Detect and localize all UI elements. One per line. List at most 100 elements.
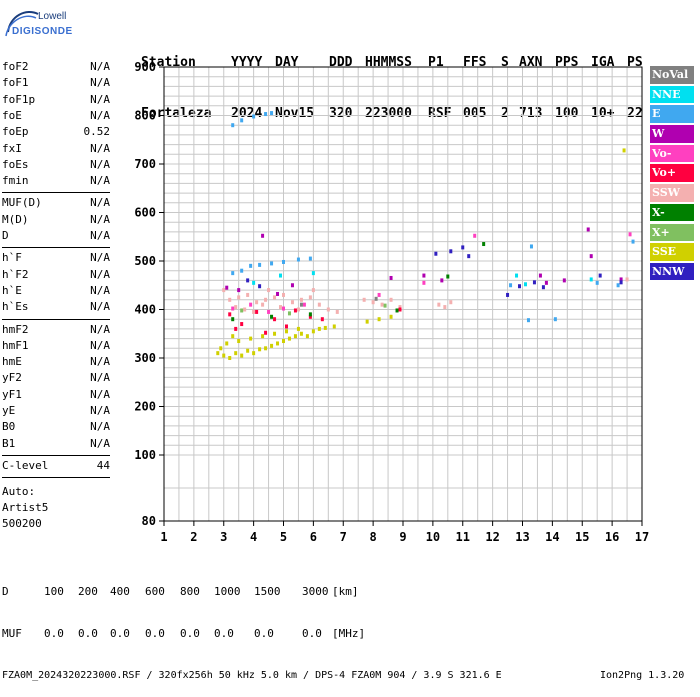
point-xminus — [482, 242, 486, 247]
point-sse — [317, 326, 321, 331]
distance-value: 600 — [145, 585, 165, 598]
point-sse — [305, 334, 309, 339]
param-row-he: h`E N/A — [2, 284, 110, 300]
point-nne — [523, 282, 527, 287]
point-voplus — [284, 324, 288, 329]
x-tick-label: 8 — [370, 530, 377, 544]
point-voplus — [293, 308, 297, 313]
param-value: N/A — [90, 371, 110, 385]
point-sse — [276, 341, 280, 346]
point-ssw — [625, 277, 629, 282]
point-e — [631, 239, 635, 244]
muf-value: 0.0 — [44, 627, 64, 640]
point-ssw — [317, 302, 321, 307]
param-label: h`F2 — [2, 267, 29, 281]
point-ssw — [237, 295, 241, 300]
point-ssw — [326, 307, 330, 312]
legend-item-xminus: X- — [650, 203, 694, 222]
point-voplus — [255, 309, 259, 314]
point-e — [231, 271, 235, 276]
x-tick-label: 6 — [310, 530, 317, 544]
param-row-d: D N/A — [2, 229, 110, 245]
legend-item-sse: SSE — [650, 243, 694, 261]
x-tick-label: 12 — [485, 530, 499, 544]
muf-value: 0.0 — [180, 627, 200, 640]
point-ssw — [449, 300, 453, 305]
muf-unit: [MHz] — [332, 627, 366, 640]
point-e — [231, 123, 235, 128]
point-sse — [332, 324, 336, 329]
x-tick-label: 14 — [545, 530, 559, 544]
point-w — [589, 254, 593, 259]
point-sse — [284, 329, 288, 334]
logo-text-top: Lowell — [38, 11, 67, 22]
point-e — [509, 283, 513, 288]
muf-value: 0.0 — [110, 627, 130, 640]
param-label: yF2 — [2, 371, 22, 385]
point-nne — [311, 271, 315, 276]
point-w — [619, 277, 623, 282]
y-tick-label: 900 — [134, 60, 156, 74]
point-ssw — [437, 302, 441, 307]
point-w — [440, 278, 444, 283]
point-sse — [389, 314, 393, 319]
point-vominus — [282, 306, 285, 311]
x-tick-label: 11 — [456, 530, 470, 544]
param-label: fxI — [2, 141, 22, 155]
legend-item-voplus: Vo+ — [650, 164, 694, 182]
point-xminus — [308, 312, 312, 317]
param-value: N/A — [90, 404, 110, 417]
point-sse — [231, 334, 235, 339]
param-row-fof1p: foF1p N/A — [2, 93, 110, 109]
param-separator — [2, 454, 110, 456]
point-e — [526, 318, 530, 323]
param-value: N/A — [90, 436, 110, 450]
point-nnw — [461, 245, 465, 250]
point-nne — [252, 280, 256, 285]
param-label: yE — [2, 404, 16, 417]
point-sse — [249, 336, 253, 341]
point-xplus — [383, 303, 387, 308]
point-sse — [234, 351, 238, 356]
param-value: N/A — [90, 108, 110, 122]
param-value: N/A — [90, 387, 110, 401]
param-row-hf: h`F N/A — [2, 251, 110, 267]
point-ssw — [264, 297, 268, 302]
point-ssw — [243, 307, 247, 312]
header-labels-row: Station YYYY DAY DDD HHMMSS P1 FFS S AXN PPS IGA PS — [141, 54, 643, 71]
header-label: HHMMSS — [365, 55, 412, 70]
param-value: N/A — [90, 60, 110, 73]
legend-item-e: E — [650, 105, 694, 123]
point-nnw — [258, 284, 262, 289]
param-label: B0 — [2, 420, 16, 434]
legend-item-nne: NNE — [650, 85, 694, 104]
param-label: foEp — [2, 125, 29, 139]
param-row-yf1: yF1 N/A — [2, 388, 110, 404]
point-nne — [589, 277, 593, 282]
ionogram-plot: 1 2 3 4 5 6 7 8 9 10 11 12 13 14 15 16 17900800700600500… — [134, 60, 649, 544]
x-tick-label: 13 — [515, 530, 529, 544]
point-e — [252, 114, 256, 119]
param-row-hmf1: hmF1 N/A — [2, 339, 110, 355]
param-row-clevel: C-level 44 — [2, 459, 110, 475]
y-tick-label: 500 — [134, 254, 156, 268]
header-value: Nov15 — [275, 106, 315, 121]
point-vominus — [267, 309, 271, 314]
header-label: IGA — [591, 55, 615, 70]
point-sse — [323, 325, 327, 330]
point-sse — [246, 348, 250, 353]
param-label: B1 — [2, 436, 16, 450]
point-xplus — [240, 308, 244, 313]
point-w — [544, 280, 548, 285]
distance-value: 800 — [180, 585, 200, 598]
point-w — [538, 273, 542, 278]
param-label: h`Es — [2, 300, 29, 314]
header-label: YYYY — [231, 55, 263, 70]
x-tick-label: 4 — [250, 530, 257, 544]
header-label: DDD — [329, 55, 353, 70]
param-label: foF1p — [2, 92, 36, 106]
param-row-fof1: foF1 N/A — [2, 76, 110, 92]
param-value: N/A — [90, 338, 110, 352]
point-ssw — [273, 295, 277, 300]
point-ssw — [222, 288, 226, 293]
